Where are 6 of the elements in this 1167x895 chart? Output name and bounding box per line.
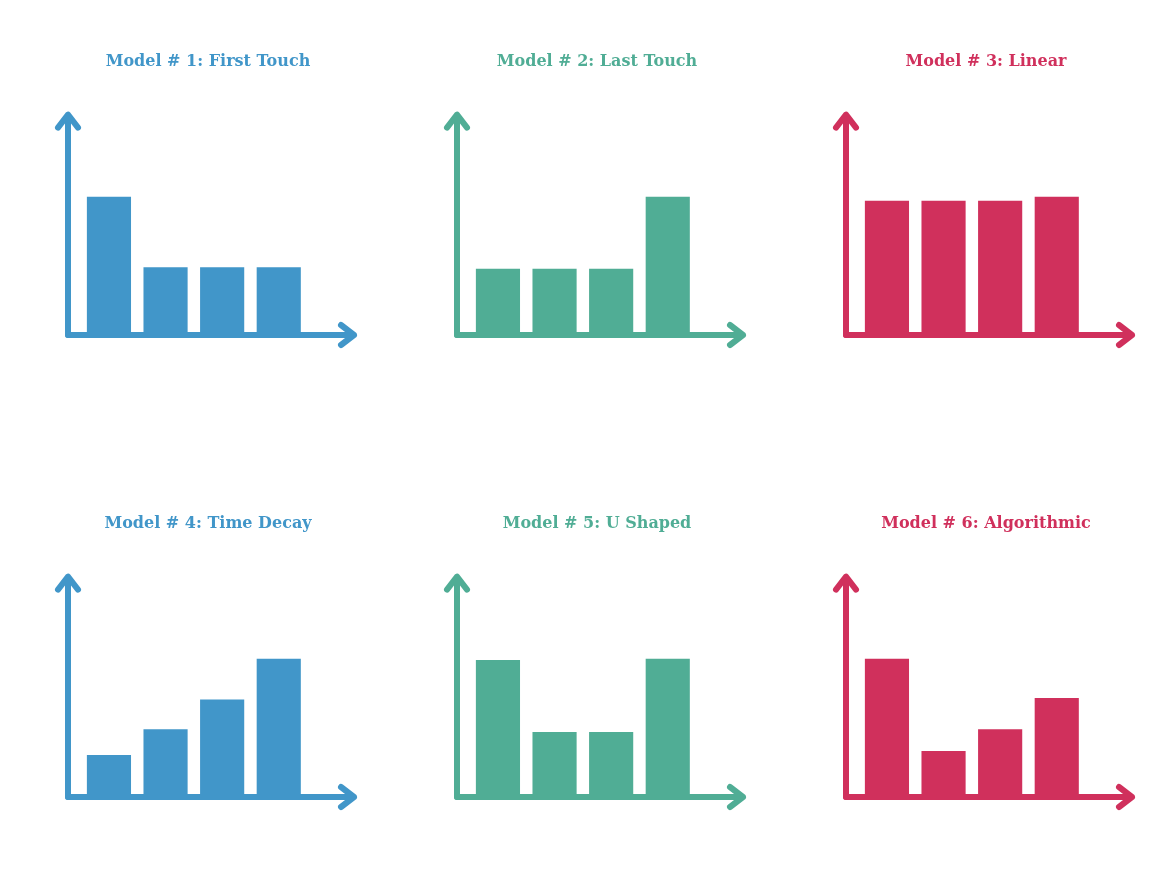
chart-title: Model # 5: U Shaped (502, 512, 692, 532)
chart-title: Model # 2: Last Touch (496, 50, 698, 70)
chart-title: Model # 4: Time Decay (104, 512, 313, 532)
chart-title: Model # 3: Linear (905, 50, 1068, 70)
chart-title: Model # 1: First Touch (105, 50, 311, 70)
chart-title: Model # 6: Algorithmic (881, 512, 1092, 532)
